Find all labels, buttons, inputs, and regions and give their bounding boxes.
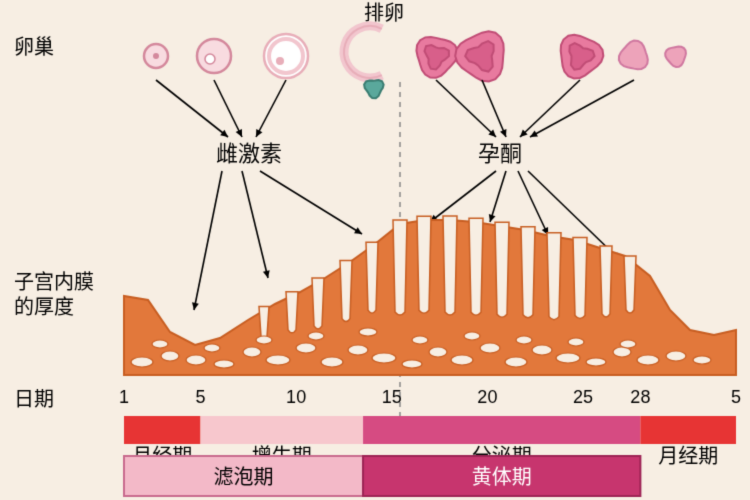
menstrual-cycle-diagram [0, 0, 750, 500]
